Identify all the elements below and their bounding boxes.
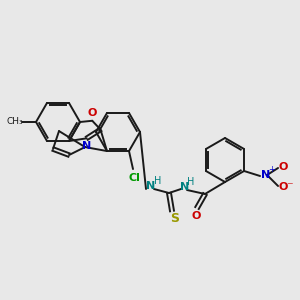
Text: O: O — [278, 182, 288, 192]
Text: CH₃: CH₃ — [7, 118, 23, 127]
Text: N: N — [82, 141, 92, 151]
Text: Cl: Cl — [128, 173, 140, 183]
Text: ⁻: ⁻ — [286, 181, 292, 194]
Text: +: + — [268, 166, 275, 175]
Text: N: N — [180, 182, 190, 192]
Text: S: S — [170, 212, 179, 226]
Text: H: H — [154, 176, 162, 186]
Text: O: O — [191, 211, 201, 221]
Text: N: N — [146, 181, 156, 191]
Text: H: H — [187, 177, 195, 187]
Text: O: O — [278, 162, 288, 172]
Text: N: N — [261, 170, 271, 180]
Text: O: O — [88, 108, 97, 118]
